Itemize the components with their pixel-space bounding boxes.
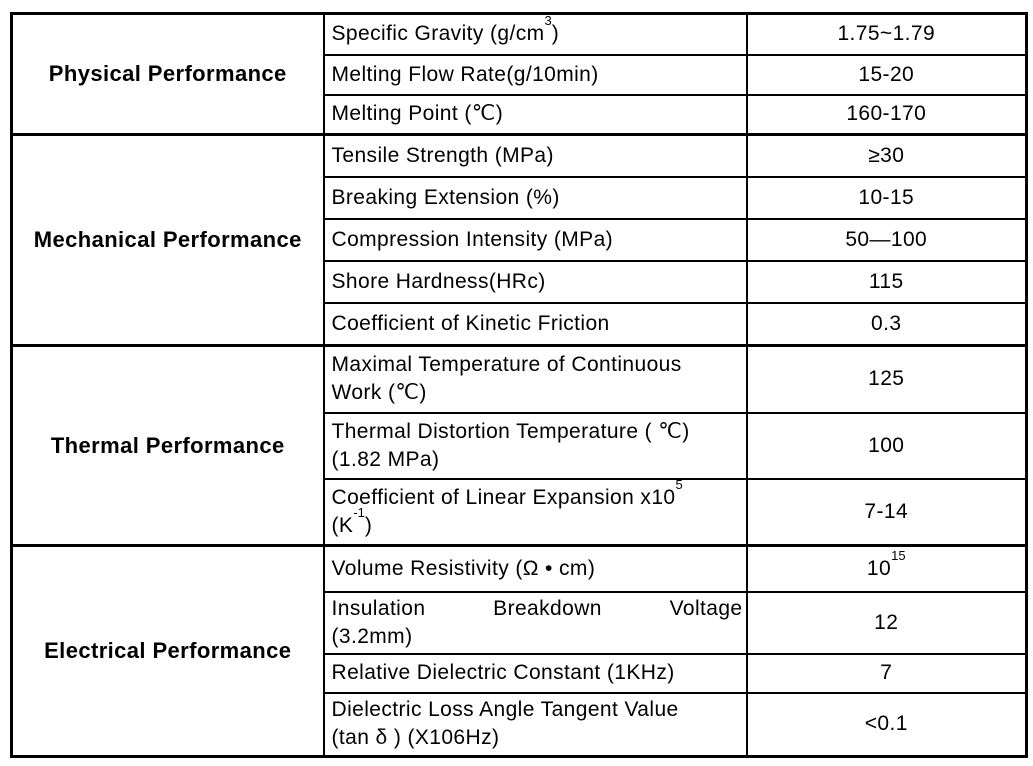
property-cell-insulation-breakdown-voltage: Insulation Breakdown Voltage (3.2mm) xyxy=(322,590,748,655)
value-cell: 1.75~1.79 xyxy=(745,12,1028,56)
property-cell-tensile-strength: Tensile Strength (MPa) xyxy=(322,133,748,178)
value-cell: 125 xyxy=(745,344,1028,414)
property-cell-max-continuous-temperature: Maximal Temperature of Continuous Work (… xyxy=(322,344,748,414)
value-text: 10 xyxy=(866,556,892,580)
table-row: Breaking Extension (%) 10-15 xyxy=(12,175,1028,220)
property-line: Dielectric Loss Angle Tangent Value xyxy=(331,698,679,722)
table-row: Thermal Distortion Temperature ( ℃) (1.8… xyxy=(12,411,1028,480)
superscript: 3 xyxy=(544,13,552,29)
property-text: (K xyxy=(331,513,354,537)
property-cell-linear-expansion: Coefficient of Linear Expansion x105 (K-… xyxy=(322,477,748,547)
table-row: Coefficient of Linear Expansion x105 (K-… xyxy=(12,477,1028,547)
property-line: (tan δ ) (X106Hz) xyxy=(331,726,500,750)
table-row: Mechanical Performance Tensile Strength … xyxy=(10,133,1028,347)
value-cell: 12 xyxy=(745,590,1028,655)
table-row: Relative Dielectric Constant (1KHz) 7 xyxy=(12,652,1028,694)
table-row: Melting Flow Rate(g/10min) 15-20 xyxy=(12,53,1028,96)
superscript: 15 xyxy=(891,547,906,563)
property-line: Maximal Temperature of Continuous xyxy=(331,353,682,377)
property-line: Work (℃) xyxy=(331,381,427,405)
property-cell-specific-gravity: Specific Gravity (g/cm3) xyxy=(322,12,748,56)
value-cell: 1015 xyxy=(745,544,1028,593)
property-cell-kinetic-friction: Coefficient of Kinetic Friction xyxy=(322,301,748,347)
table-row: Compression Intensity (MPa) 50—100 xyxy=(12,217,1028,262)
value-cell: 0.3 xyxy=(745,301,1028,347)
property-line: (1.82 MPa) xyxy=(331,447,440,471)
superscript: 5 xyxy=(675,478,683,492)
category-cell-physical-performance: Physical Performance xyxy=(10,12,325,136)
property-text: Specific Gravity (g/cm xyxy=(331,22,545,46)
value-cell: 7 xyxy=(745,652,1028,694)
table-row: Dielectric Loss Angle Tangent Value (tan… xyxy=(12,691,1028,758)
value-cell: 50—100 xyxy=(745,217,1028,262)
property-text: Coefficient of Linear Expansion x10 xyxy=(331,485,676,509)
table-row: Thermal Performance Maximal Temperature … xyxy=(10,344,1028,547)
property-line: Insulation Breakdown Voltage xyxy=(331,596,743,620)
property-line: (K-1) xyxy=(331,506,743,540)
property-cell-melting-flow-rate: Melting Flow Rate(g/10min) xyxy=(322,53,748,96)
value-cell: 7-14 xyxy=(745,477,1028,547)
value-cell: 160-170 xyxy=(745,93,1028,136)
value-cell: 100 xyxy=(745,411,1028,480)
table-row: Melting Point (℃) 160-170 xyxy=(12,93,1028,136)
property-line: (3.2mm) xyxy=(331,624,413,648)
category-cell-thermal-performance: Thermal Performance xyxy=(10,344,325,547)
property-cell-compression-intensity: Compression Intensity (MPa) xyxy=(322,217,748,262)
property-cell-breaking-extension: Breaking Extension (%) xyxy=(322,175,748,220)
property-cell-relative-dielectric-constant: Relative Dielectric Constant (1KHz) xyxy=(322,652,748,694)
table-row: Electrical Performance Volume Resistivit… xyxy=(10,544,1028,758)
value-cell: ≥30 xyxy=(745,133,1028,178)
property-line: Coefficient of Linear Expansion x105 xyxy=(331,481,743,512)
property-cell-melting-point: Melting Point (℃) xyxy=(322,93,748,136)
category-cell-mechanical-performance: Mechanical Performance xyxy=(10,133,325,347)
value-cell: <0.1 xyxy=(745,691,1028,758)
property-cell-dielectric-loss-angle: Dielectric Loss Angle Tangent Value (tan… xyxy=(322,691,748,758)
property-cell-shore-hardness: Shore Hardness(HRc) xyxy=(322,259,748,304)
table-row: Physical Performance Specific Gravity (g… xyxy=(10,12,1028,136)
value-cell: 15-20 xyxy=(745,53,1028,96)
category-cell-electrical-performance: Electrical Performance xyxy=(10,544,325,758)
property-text: ) xyxy=(551,22,560,46)
superscript: -1 xyxy=(353,504,365,520)
property-cell-volume-resistivity: Volume Resistivity (Ω • cm) xyxy=(322,544,748,593)
property-line: Thermal Distortion Temperature ( ℃) xyxy=(331,419,690,443)
value-cell: 10-15 xyxy=(745,175,1028,220)
table-row: Shore Hardness(HRc) 115 xyxy=(12,259,1028,304)
performance-table: Physical Performance Specific Gravity (g… xyxy=(10,12,1028,758)
value-cell: 115 xyxy=(745,259,1028,304)
property-cell-thermal-distortion-temperature: Thermal Distortion Temperature ( ℃) (1.8… xyxy=(322,411,748,480)
property-text: ) xyxy=(364,513,373,537)
table-row: Coefficient of Kinetic Friction 0.3 xyxy=(12,301,1028,347)
table-row: Insulation Breakdown Voltage (3.2mm) 12 xyxy=(12,590,1028,655)
